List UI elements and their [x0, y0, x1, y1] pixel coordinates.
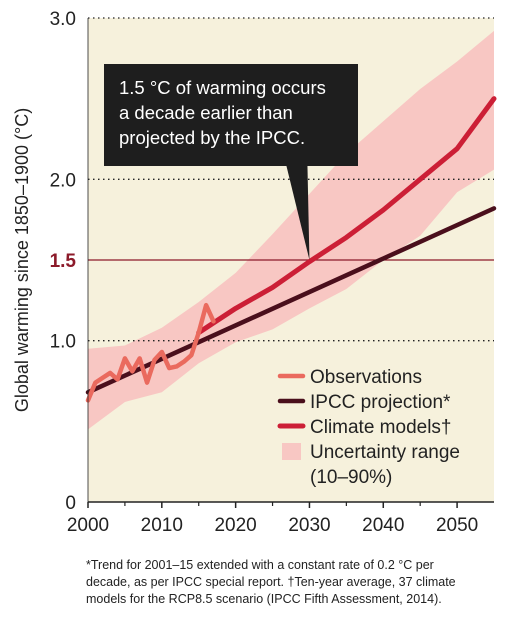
series-line-climate-models: [196, 96, 497, 336]
axes: 0 1.0 1.5 2.0 3.0 2000 2010 2020 2030 2040 2050 Glo…: [12, 9, 494, 536]
x-tick-label: 2010: [141, 515, 183, 536]
x-tick-label: 2040: [362, 515, 404, 536]
legend: Observations IPCC projection* Climate mode…: [277, 367, 460, 488]
legend-label: Climate models†: [310, 417, 452, 438]
x-tick-label: 2050: [436, 515, 478, 536]
footnote-line: *Trend for 2001–15 extended with a const…: [86, 558, 434, 572]
legend-label: (10–90%): [310, 467, 392, 488]
y-tick-label: 1.5: [50, 251, 77, 272]
y-axis-label: Global warming since 1850–1900 (°C): [12, 108, 32, 412]
x-tick-label: 2030: [288, 515, 330, 536]
footnote-line: models for the RCP8.5 scenario (IPCC Fif…: [86, 592, 442, 606]
legend-swatch: [282, 443, 301, 460]
callout-text: a decade earlier than: [119, 102, 293, 123]
x-tick-label: 2000: [67, 515, 109, 536]
callout-pointer: [286, 166, 310, 260]
legend-label: Observations: [310, 367, 422, 388]
footnote-line: decade, as per IPCC special report. †Ten…: [86, 575, 456, 589]
footnote: *Trend for 2001–15 extended with a const…: [86, 557, 506, 608]
y-tick-label: 3.0: [50, 9, 76, 30]
y-tick-label: 1.0: [50, 332, 76, 353]
uncertainty-band-layer: [88, 30, 494, 430]
legend-label: Uncertainty range: [310, 442, 460, 463]
y-tick-label: 2.0: [50, 170, 76, 191]
callout-box: [104, 64, 358, 166]
annotation-callout: 1.5 °C of warming occurs a decade earlier…: [104, 64, 358, 260]
series-layer: [85, 96, 497, 403]
gridlines: [88, 17, 494, 342]
callout-text: 1.5 °C of warming occurs: [119, 77, 326, 98]
series-line-observations: [85, 302, 216, 403]
legend-label: IPCC projection*: [310, 392, 451, 413]
warming-chart: 0 1.0 1.5 2.0 3.0 2000 2010 2020 2030 2040 2050 Glo…: [12, 9, 497, 536]
y-tick-label: 0: [65, 493, 76, 514]
x-tick-label: 2020: [214, 515, 256, 536]
uncertainty-band: [88, 30, 494, 430]
callout-text: projected by the IPCC.: [119, 127, 305, 148]
